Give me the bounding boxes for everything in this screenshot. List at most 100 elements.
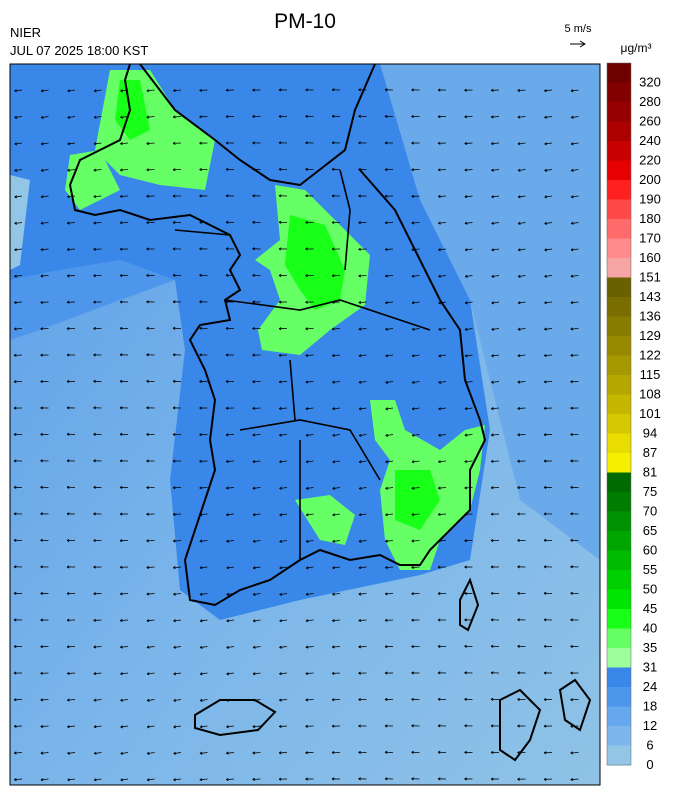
- wind-arrowhead: [278, 327, 282, 331]
- wind-arrowhead: [491, 380, 494, 384]
- wind-arrowhead: [93, 353, 96, 357]
- title: PM-10: [274, 10, 336, 33]
- wind-arrowhead: [544, 89, 547, 93]
- wind-arrowhead: [438, 354, 442, 358]
- colorbar-label: 143: [639, 289, 661, 304]
- wind-arrowhead: [570, 89, 574, 93]
- wind-arrowhead: [358, 300, 362, 305]
- wind-arrowhead: [332, 566, 335, 570]
- wind-arrowhead: [491, 248, 495, 252]
- wind-arrowhead: [385, 354, 389, 358]
- wind-arrowhead: [119, 485, 123, 490]
- wind-arrowhead: [93, 247, 97, 251]
- wind-arrow: [252, 752, 261, 754]
- wind-arrowhead: [146, 512, 149, 516]
- wind-arrow: [199, 593, 208, 595]
- province-border: [174, 169, 431, 560]
- wind-arrowhead: [119, 326, 123, 330]
- wind-arrowhead: [40, 115, 44, 119]
- wind-arrow: [94, 778, 102, 781]
- wind-arrowhead: [40, 89, 44, 93]
- colorbar-band: [607, 219, 631, 239]
- colorbar-label: 240: [639, 133, 661, 148]
- wind-arrow: [438, 407, 447, 410]
- wind-arrowhead: [13, 591, 17, 595]
- wind-arrowhead: [411, 380, 415, 384]
- wind-arrowhead: [172, 459, 176, 463]
- wind-arrow: [385, 593, 394, 595]
- wind-arrowhead: [464, 565, 467, 569]
- wind-arrowhead: [358, 221, 361, 225]
- wind-arrow: [385, 275, 394, 277]
- colorbar-label: 6: [646, 738, 653, 753]
- wind-arrowhead: [491, 301, 495, 305]
- wind-arrowhead: [93, 592, 96, 596]
- wind-arrowhead: [120, 142, 123, 146]
- wind-arrow: [332, 460, 341, 463]
- wind-arrow: [279, 407, 288, 410]
- wind-arrow: [491, 407, 500, 410]
- wind-arrowhead: [13, 380, 17, 384]
- colorbar-band: [607, 492, 631, 512]
- wind-arrowhead: [120, 672, 123, 676]
- wind-arrowhead: [66, 327, 70, 331]
- west-sea-band: [10, 260, 175, 340]
- wind-arrowhead: [570, 301, 574, 305]
- wind-arrowhead: [226, 777, 229, 782]
- wind-arrowhead: [384, 777, 388, 781]
- wind-arrowhead: [384, 618, 388, 622]
- wind-arrowhead: [358, 671, 361, 675]
- wind-arrowhead: [14, 778, 17, 782]
- wind-arrowhead: [411, 88, 414, 92]
- wind-arrowhead: [331, 327, 335, 331]
- wind-arrow: [358, 381, 367, 383]
- wind-arrowhead: [173, 672, 177, 676]
- agency: NIER: [10, 25, 41, 40]
- wind-arrow: [40, 725, 49, 728]
- wind-arrow: [544, 142, 553, 145]
- colorbar-band: [607, 63, 631, 83]
- wind-arrow: [464, 195, 473, 198]
- colorbar-band: [607, 394, 631, 415]
- wind-arrowhead: [332, 433, 336, 437]
- wind-arrowhead: [331, 698, 335, 702]
- wind-arrowhead: [13, 459, 17, 463]
- wind-arrow: [358, 540, 367, 542]
- wind-arrow: [518, 195, 526, 198]
- wind-arrowhead: [332, 354, 335, 358]
- wind-arrowhead: [40, 379, 43, 384]
- wind-arrowhead: [199, 115, 202, 119]
- wind-arrowhead: [13, 698, 17, 702]
- wind-arrowhead: [66, 618, 70, 622]
- wind-arrow: [120, 725, 129, 728]
- wind-arrowhead: [305, 645, 309, 649]
- wind-arrowhead: [490, 777, 494, 781]
- wind-arrowhead: [544, 248, 548, 252]
- wind-arrowhead: [517, 142, 521, 146]
- wind-arrowhead: [13, 432, 17, 437]
- wind-arrowhead: [570, 671, 573, 675]
- colorbar-band: [607, 472, 631, 493]
- wind-arrowhead: [40, 724, 44, 729]
- wind-arrowhead: [14, 115, 18, 119]
- wind-arrow: [146, 619, 155, 622]
- wind-arrowhead: [40, 168, 44, 172]
- wind-arrowhead: [464, 433, 468, 437]
- wind-arrowhead: [384, 88, 388, 92]
- wind-arrowhead: [173, 592, 176, 596]
- wind-arrow: [67, 699, 76, 701]
- wind-scale-label: 5 m/s: [565, 23, 592, 35]
- wind-arrowhead: [490, 618, 494, 622]
- wind-arrow: [173, 699, 182, 702]
- wind-arrowhead: [517, 88, 521, 93]
- wind-arrowhead: [305, 114, 308, 118]
- wind-arrow: [147, 725, 155, 728]
- wind-arrow: [253, 566, 261, 569]
- wind-arrowhead: [438, 327, 442, 331]
- wind-arrowhead: [358, 88, 361, 92]
- wind-arrowhead: [517, 486, 520, 490]
- wind-arrow: [465, 301, 473, 304]
- wind-arrowhead: [66, 565, 70, 569]
- wind-arrowhead: [544, 274, 548, 278]
